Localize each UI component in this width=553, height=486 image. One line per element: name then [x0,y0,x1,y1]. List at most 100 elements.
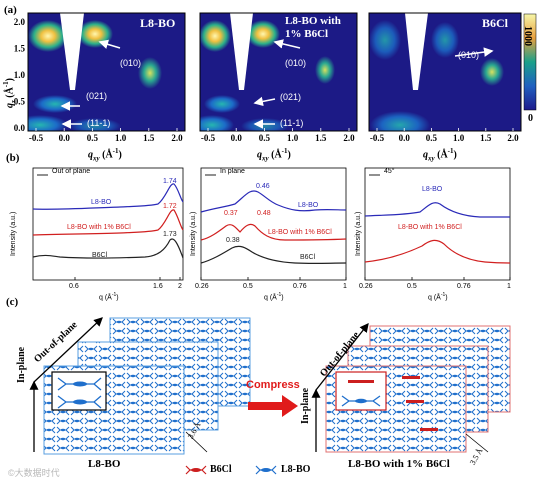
spacing-bracket-right [465,433,489,453]
annotation-010-map1: (010) [120,58,142,68]
gixd-map-l8bo [27,12,186,132]
colorbar-min-label: 0 [528,113,533,124]
series-label-oop-b6cl: B6Cl [92,252,108,259]
map-title-line2: 1% B6Cl [285,28,329,40]
x-tick-label: 2.0 [171,133,183,143]
axis-label-inplane-left: In-plane [16,346,27,383]
peak-label-ip-l8bo: 0.46 [256,183,270,190]
curve-oop-mix [32,209,184,236]
curve-45-mix [364,239,511,264]
map-title-b6cl: B6Cl [482,16,509,30]
curve-oop-l8bo [32,183,184,210]
y-tick-label: 1.5 [14,44,26,54]
tick-oop-2: 2 [178,283,182,290]
peak-label-oop-mix: 1.72 [163,203,177,210]
tick-ip-2: 0.76 [293,283,307,290]
gixd-map-l8bo-b6cl [199,12,358,132]
tick-45-0: 0.26 [359,283,373,290]
caption-right: L8-BO with 1% B6Cl [348,458,450,470]
y-tick-label: 0.0 [14,123,26,133]
x-tick-label: 0.0 [399,133,411,143]
annotation-021-map1: (021) [86,91,108,101]
legend-ip: In plane [220,168,245,175]
linecut-xlabel-1: q (Å-1) [99,292,119,302]
x-tick-label: 0.5 [87,133,99,143]
curve-oop-b6cl [32,238,184,259]
linecut-frame-ip [200,167,347,281]
x-tick-label: -0.5 [29,133,44,143]
legend-label-b6cl: B6Cl [210,464,232,475]
y-tick-label: 0.5 [14,97,26,107]
tick-oop-1: 1.6 [153,283,163,290]
gixd-xlabel-1: qxy (Å-1) [88,147,122,163]
watermark: ©大数据时代 [8,468,60,478]
series-label-ip-b6cl: B6Cl [300,254,316,261]
x-tick-label: 2.0 [507,133,519,143]
peak-label-ip-b6cl: 0.38 [226,237,240,244]
axis-outofplane-right [315,322,369,391]
map-title-line1: L8-BO with [285,15,341,27]
gixd-axis-ticks: -0.5 0.0 0.5 1.0 1.5 2.00.00.51.01.52.0-0.5 0.… [14,17,519,143]
tick-ip-0: 0.26 [195,283,209,290]
axis-outofplane-left [33,317,103,383]
gixd-map-b6cl [368,12,522,132]
y-tick-label: 2.0 [14,17,26,27]
legend-45: 45° [384,168,395,175]
linecut-ticks [74,277,511,280]
annotation-010-map2: (010) [285,58,307,68]
colorbar-max-label: 1000 [522,26,533,46]
panel-label-c: (c) [6,296,19,308]
linecut-frame-oop [32,167,184,281]
y-tick-label: 1.0 [14,70,26,80]
curve-ip-b6cl [200,245,347,265]
map-title-l8bo-b6cl: L8-BO with 1% B6Cl [285,15,341,41]
panel-label-b: (b) [6,152,20,164]
x-tick-label: 0.0 [59,133,71,143]
series-label-45-l8bo: L8-BO [422,186,443,193]
series-label-oop-l8bo: L8-BO [91,199,112,206]
peak-label-ip-mix-a: 0.37 [224,210,238,217]
tick-ip-3: 1 [343,283,347,290]
x-tick-label: 0.5 [259,133,271,143]
x-tick-label: 1.0 [287,133,299,143]
series-label-ip-mix: L8-BO with 1% B6Cl [268,229,332,236]
layer-stack-left [43,317,251,455]
annotation-111-map1: (11-1) [87,118,111,128]
annotation-arrows [60,39,494,129]
linecut-frame-45 [364,167,511,281]
caption-left: L8-BO [88,458,121,470]
series-label-45-mix: L8-BO with 1% B6Cl [398,224,462,231]
panel-label-a: (a) [4,4,17,16]
tick-45-2: 0.76 [457,283,471,290]
curve-45-l8bo [364,202,510,218]
peak-label-oop-b6cl: 1.73 [163,231,177,238]
legend-label-l8bo: L8-BO [281,464,311,475]
compress-label: Compress [246,379,300,391]
x-tick-label: 1.0 [115,133,127,143]
x-tick-label: -0.5 [370,133,385,143]
gixd-xlabel-3: qxy (Å-1) [423,147,457,163]
x-tick-label: 0.5 [426,133,438,143]
linecut-ylabel-3: Intensity (a.u.) [355,211,362,256]
annotation-010-map3: (010) [458,50,480,60]
x-tick-label: 1.5 [315,133,327,143]
annotation-111-map2: (11-1) [280,118,304,128]
linecut-ylabel-2: Intensity (a.u.) [190,211,197,256]
compress-arrow [248,395,298,417]
gixd-ylabel: qz (Å-1) [2,78,18,108]
x-tick-label: 1.5 [480,133,492,143]
peak-label-oop-l8bo: 1.74 [163,178,177,185]
x-tick-label: 0.0 [231,133,243,143]
gixd-xlabel-2: qxy (Å-1) [257,147,291,163]
legend-b6cl-glyph [185,465,207,475]
series-label-ip-l8bo: L8-BO [298,202,319,209]
tick-45-3: 1 [507,283,511,290]
curve-ip-mix [200,223,347,241]
layer-stack-right [325,325,511,453]
tick-oop-0: 0.6 [69,283,79,290]
peak-label-ip-mix-b: 0.48 [257,210,271,217]
colorbar [523,13,537,111]
curve-ip-l8bo [200,190,347,213]
x-tick-label: 1.5 [143,133,155,143]
linecut-ylabel-1: Intensity (a.u.) [10,211,17,256]
